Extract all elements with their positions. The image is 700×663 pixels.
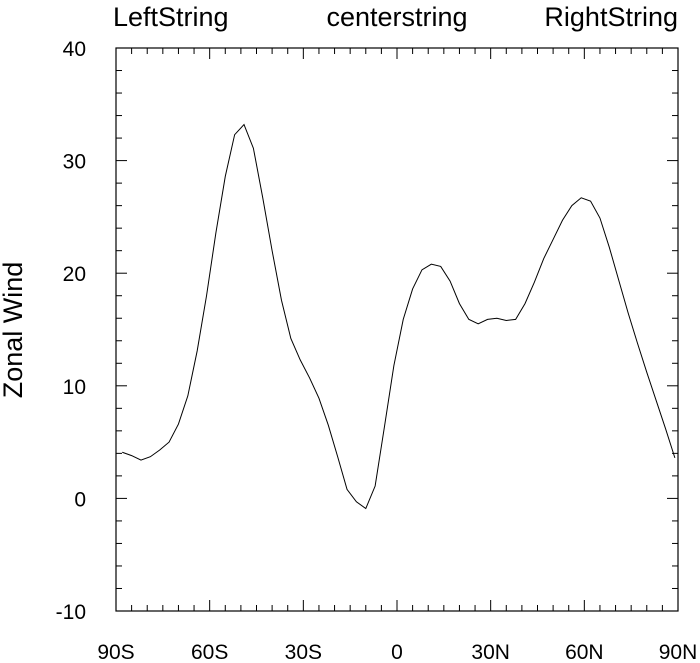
title-left: LeftString [113, 2, 229, 32]
x-tick-label: 30N [471, 641, 510, 663]
x-tick-label: 60S [191, 641, 228, 663]
plot-frame [115, 47, 679, 612]
x-tick-label: 0 [391, 641, 403, 663]
x-tick-label: 90S [97, 641, 134, 663]
axis-tick-labels: 90S 60S 30S 0 30N 60N 90N -10 0 10 20 30 40 [56, 38, 698, 663]
y-tick-label: 30 [63, 151, 86, 174]
y-tick-label: -10 [56, 601, 86, 624]
y-tick-label: 0 [74, 488, 86, 511]
x-tick-label: 30S [285, 641, 322, 663]
x-tick-label: 60N [565, 641, 604, 663]
x-tick-label: 90N [659, 641, 698, 663]
y-tick-label: 10 [63, 376, 86, 399]
title-right: RightString [544, 2, 678, 32]
axis-ticks [115, 47, 679, 612]
title-center: centerstring [326, 2, 467, 32]
y-tick-label: 40 [63, 38, 86, 61]
y-tick-label: 20 [63, 263, 86, 286]
y-axis-label: Zonal Wind [0, 262, 28, 399]
series-line [122, 123, 676, 510]
